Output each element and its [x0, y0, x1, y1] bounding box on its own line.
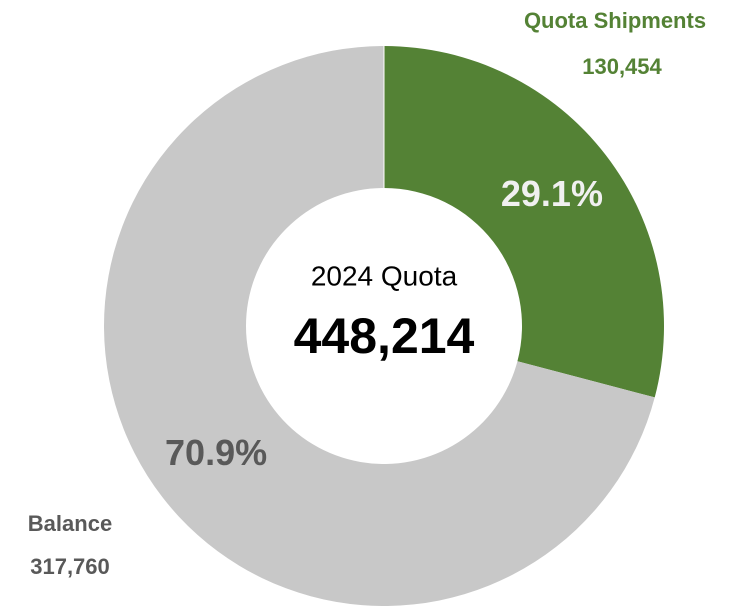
category-label: Balance — [28, 511, 112, 536]
value-label: 317,760 — [30, 554, 110, 579]
category-label: Quota Shipments — [524, 8, 706, 33]
percent-label: 70.9% — [165, 432, 267, 473]
value-label: 130,454 — [582, 54, 662, 79]
total-label: 448,214 — [294, 308, 475, 364]
slice — [384, 46, 665, 398]
slices — [104, 45, 665, 606]
slice — [104, 45, 655, 606]
percent-label: 29.1% — [501, 173, 603, 214]
center-label: 2024 Quota — [311, 260, 458, 291]
